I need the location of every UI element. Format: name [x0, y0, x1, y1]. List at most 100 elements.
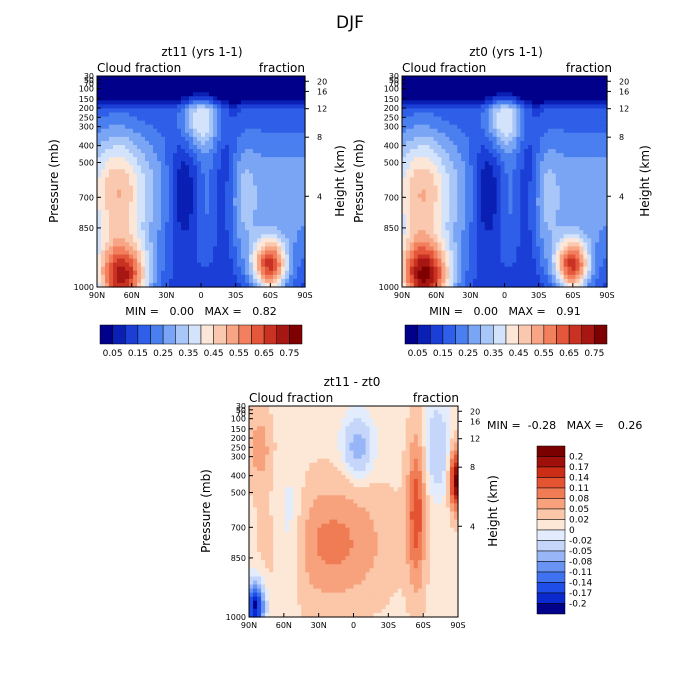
- heatmap-cell: [453, 100, 458, 106]
- heatmap-cell: [225, 262, 230, 268]
- heatmap-cell: [508, 157, 513, 162]
- heatmap-cell: [285, 205, 290, 211]
- heatmap-cell: [539, 128, 545, 134]
- heatmap-cell: [189, 201, 194, 207]
- heatmap-cell: [441, 100, 446, 106]
- heatmap-cell: [273, 278, 278, 284]
- heatmap-cell: [496, 181, 502, 187]
- heatmap-cell: [528, 209, 533, 215]
- heatmap-cell: [457, 205, 462, 211]
- heatmap-cell: [583, 153, 588, 158]
- heatmap-cell: [97, 242, 102, 248]
- heatmap-cell: [145, 266, 150, 272]
- heatmap-cell: [301, 161, 306, 166]
- heatmap-cell: [437, 246, 443, 252]
- heatmap-cell: [543, 124, 549, 130]
- heatmap-cell: [137, 144, 142, 150]
- heatmap-cell: [237, 282, 242, 288]
- heatmap-cell: [441, 201, 446, 207]
- heatmap-cell: [257, 222, 262, 227]
- heatmap-cell: [461, 124, 466, 130]
- heatmap-cell: [261, 128, 266, 134]
- heatmap-cell: [145, 144, 150, 150]
- heatmap-cell: [101, 108, 106, 114]
- heatmap-cell: [241, 92, 246, 97]
- heatmap-cell: [417, 205, 423, 211]
- heatmap-cell: [157, 205, 162, 211]
- heatmap-cell: [421, 108, 427, 114]
- heatmap-cell: [551, 197, 557, 203]
- heatmap-cell: [141, 104, 146, 110]
- heatmap-cell: [197, 250, 202, 256]
- heatmap-cell: [217, 120, 222, 126]
- heatmap-cell: [289, 201, 294, 207]
- heatmap-cell: [105, 205, 110, 211]
- heatmap-cell: [105, 254, 110, 260]
- heatmap-cell: [189, 185, 194, 191]
- heatmap-cell: [273, 128, 278, 134]
- heatmap-cell: [257, 173, 262, 179]
- heatmap-cell: [137, 96, 142, 101]
- heatmap-cell: [429, 213, 435, 219]
- x-tick-label: 30S: [228, 291, 243, 300]
- heatmap-cell: [603, 120, 608, 126]
- heatmap-cell: [213, 136, 218, 142]
- heatmap-cell: [433, 116, 439, 122]
- heatmap-cell: [547, 213, 553, 219]
- heatmap-cell: [532, 222, 537, 227]
- heatmap-cell: [504, 165, 510, 170]
- heatmap-cell: [121, 254, 126, 260]
- heatmap-cell: [417, 124, 423, 130]
- heatmap-cell: [137, 149, 142, 154]
- heatmap-cell: [125, 230, 130, 235]
- heatmap-cell: [97, 201, 102, 207]
- heatmap-cell: [261, 270, 266, 276]
- heatmap-cell: [437, 149, 443, 154]
- heatmap-cell: [484, 132, 490, 138]
- heatmap-cell: [289, 226, 294, 231]
- heatmap-cell: [101, 173, 106, 179]
- heatmap-cell: [121, 128, 126, 134]
- heatmap-cell: [516, 181, 521, 187]
- heatmap-cell: [437, 84, 443, 89]
- heatmap-cell: [516, 157, 521, 162]
- heatmap-cell: [201, 242, 206, 248]
- heatmap-cell: [201, 282, 206, 288]
- heatmap-cell: [193, 84, 198, 89]
- heatmap-cell: [177, 169, 182, 174]
- heatmap-cell: [177, 116, 182, 122]
- heatmap-cell: [177, 140, 182, 146]
- heatmap-cell: [461, 149, 466, 154]
- heatmap-cell: [105, 270, 110, 276]
- heatmap-cell: [117, 246, 122, 252]
- heatmap-cell: [571, 197, 577, 203]
- heatmap-cell: [205, 112, 210, 118]
- heatmap-cell: [587, 124, 592, 130]
- heatmap-cell: [257, 124, 262, 130]
- heatmap-cell: [261, 226, 266, 231]
- heatmap-cell: [567, 234, 573, 239]
- heatmap-cell: [281, 120, 286, 126]
- heatmap-cell: [457, 181, 462, 187]
- heatmap-cell: [469, 112, 474, 118]
- heatmap-cell: [297, 222, 302, 227]
- heatmap-cell: [465, 177, 470, 183]
- heatmap-cell: [221, 258, 226, 264]
- heatmap-cell: [149, 76, 154, 81]
- heatmap-cell: [145, 92, 150, 97]
- heatmap-cell: [417, 242, 423, 248]
- heatmap-cell: [165, 80, 170, 85]
- heatmap-cell: [595, 136, 600, 142]
- heatmap-cell: [583, 197, 588, 203]
- heatmap-cell: [113, 213, 118, 219]
- heatmap-cell: [125, 222, 130, 227]
- heatmap-cell: [109, 108, 114, 114]
- heatmap-cell: [417, 153, 423, 158]
- heatmap-cell: [402, 132, 407, 138]
- heatmap-cell: [281, 76, 286, 81]
- heatmap-cell: [453, 222, 458, 227]
- heatmap-cell: [603, 108, 608, 114]
- heatmap-cell: [555, 238, 561, 243]
- heatmap-cell: [555, 173, 561, 179]
- heatmap-cell: [402, 120, 407, 126]
